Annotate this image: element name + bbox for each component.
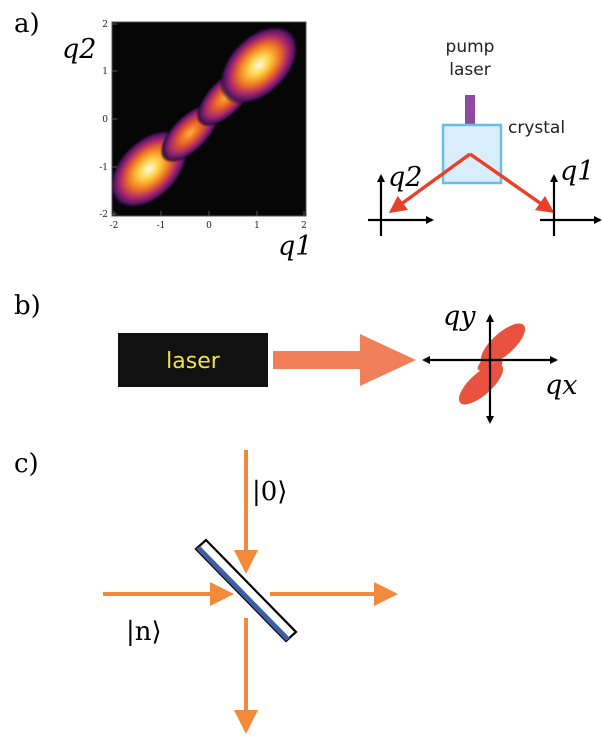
beam-splitter xyxy=(194,538,298,643)
transverse-axes xyxy=(422,314,558,424)
idler-beam-arrow xyxy=(388,152,472,214)
left-detector-label: q2 xyxy=(388,162,422,193)
spdc-setup: pump laser crystal q2 q1 xyxy=(368,37,602,236)
x-tick-label: -1 xyxy=(157,221,166,231)
x-tick-label: 1 xyxy=(254,221,260,231)
y-tick-label: -2 xyxy=(99,210,108,220)
y-tick-label: -1 xyxy=(99,163,108,173)
laser-box xyxy=(118,333,268,387)
panel-b-label: b) xyxy=(14,291,41,321)
qy-axis-label: qy xyxy=(443,301,476,332)
pattern-lobe xyxy=(458,363,504,405)
x-tick-label: 2 xyxy=(301,221,307,231)
pump-label-line2: laser xyxy=(449,60,490,80)
laser-box-label: laser xyxy=(166,349,221,374)
x-tick-label: 0 xyxy=(206,221,212,231)
qx-axis-label: qx xyxy=(545,370,578,401)
wigner-density-plot: -2 -1 0 1 2 2 1 0 -1 -2 q2 q1 xyxy=(62,20,312,262)
fringe-blob-4 xyxy=(218,24,300,106)
crystal-label: crystal xyxy=(508,118,565,138)
signal-beam-arrow xyxy=(468,152,555,214)
pump-label-line1: pump xyxy=(446,37,495,57)
panel-c-label: c) xyxy=(14,449,39,479)
plot-ticks xyxy=(112,23,305,216)
vacuum-input-label: |0⟩ xyxy=(252,477,287,507)
y-tick-label: 1 xyxy=(102,67,108,77)
x-tick-label: -2 xyxy=(110,221,119,231)
left-detector-axes xyxy=(368,174,434,236)
fock-input-label: |n⟩ xyxy=(126,617,162,647)
panel-a-label: a) xyxy=(14,9,40,39)
y-tick-label: 2 xyxy=(102,20,108,30)
y-tick-label: 0 xyxy=(102,115,108,125)
plot-x-axis-label: q1 xyxy=(278,231,312,262)
right-detector-axes xyxy=(540,174,602,236)
laser-beam-arrow xyxy=(273,334,416,386)
plot-y-axis-label: q2 xyxy=(62,34,96,65)
right-detector-label: q1 xyxy=(560,156,594,187)
